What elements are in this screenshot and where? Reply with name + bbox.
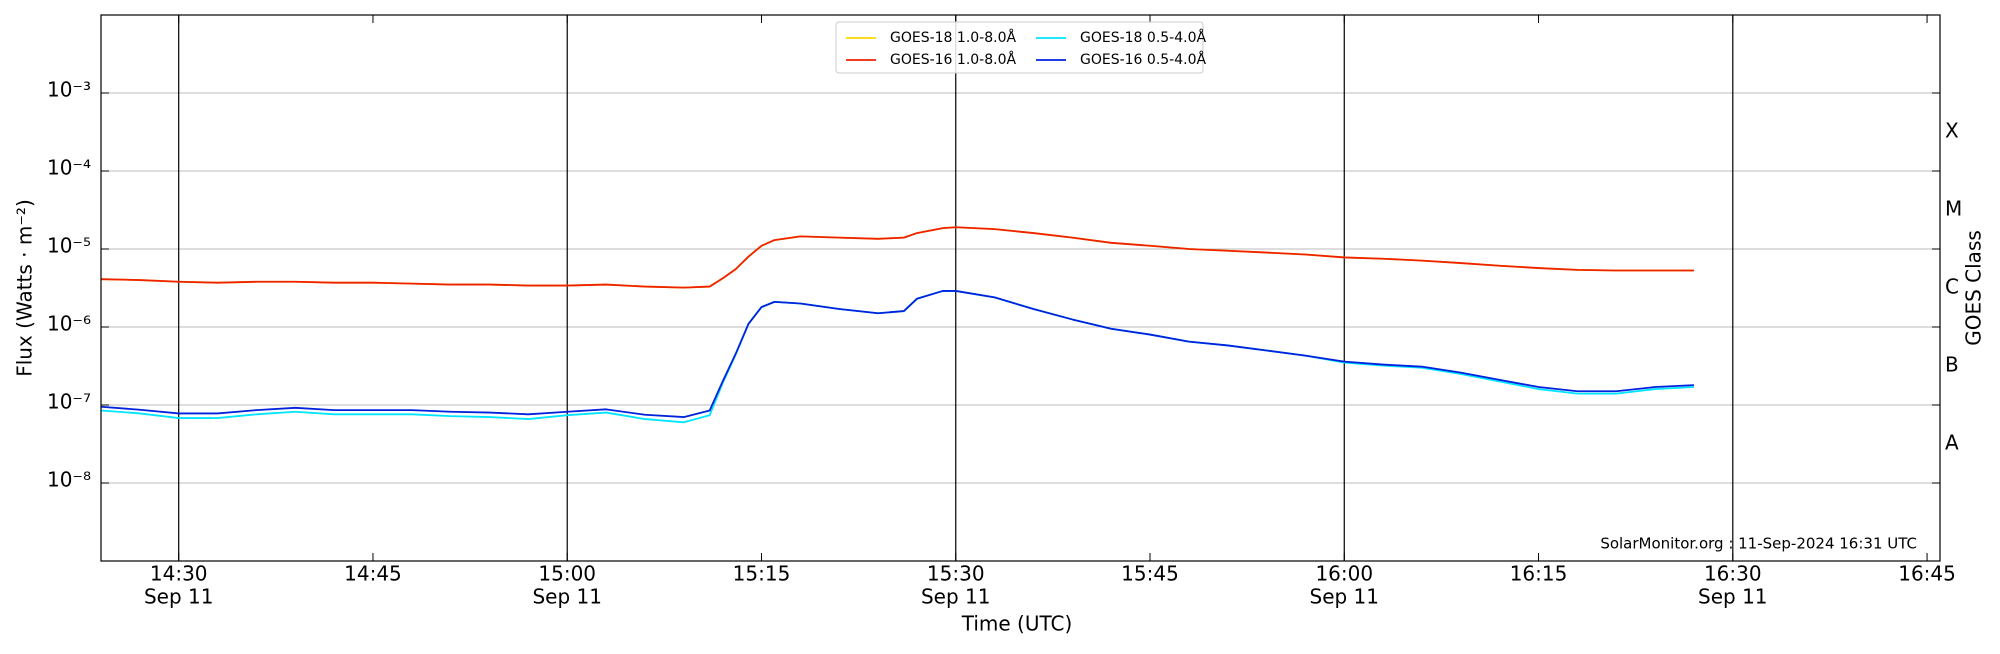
y-tick-label: 10⁻⁶ bbox=[47, 312, 91, 336]
grid bbox=[101, 15, 1940, 561]
legend-frame bbox=[835, 21, 1204, 74]
x-tick-date: Sep 11 bbox=[1310, 585, 1380, 609]
y2-tick-label: X bbox=[1945, 119, 1959, 143]
y-tick-label: 10⁻⁵ bbox=[47, 234, 91, 258]
legend-label: GOES-16 1.0-8.0Å bbox=[890, 51, 1016, 68]
x-tick-label: 15:30 bbox=[927, 562, 985, 586]
y2-tick-label: M bbox=[1945, 197, 1962, 221]
y-tick-label: 10⁻⁴ bbox=[47, 156, 91, 180]
x-tick-label: 16:15 bbox=[1510, 562, 1568, 586]
y-tick-label: 10⁻⁸ bbox=[47, 468, 91, 492]
x-tick-label: 16:00 bbox=[1315, 562, 1373, 586]
legend-label: GOES-18 1.0-8.0Å bbox=[890, 29, 1016, 46]
legend-label: GOES-18 0.5-4.0Å bbox=[1080, 29, 1206, 46]
annotation: SolarMonitor.org : 11-Sep-2024 16:31 UTC bbox=[1600, 535, 1917, 553]
legend: GOES-18 1.0-8.0Å GOES-16 1.0-8.0Å GOES-18 … bbox=[835, 21, 1206, 74]
series-line bbox=[100, 290, 1694, 418]
y2-tick-label: C bbox=[1945, 275, 1959, 299]
x-tick-label: 16:45 bbox=[1898, 562, 1956, 586]
x-axis-label: Time (UTC) bbox=[961, 612, 1073, 636]
x-tick-label: 14:30 bbox=[150, 562, 208, 586]
plot-frame bbox=[100, 14, 1941, 562]
x-tick-date: Sep 11 bbox=[144, 585, 214, 609]
series-line bbox=[100, 226, 1694, 289]
y-tick-label: 10⁻³ bbox=[47, 78, 91, 102]
x-tick-date: Sep 11 bbox=[921, 585, 991, 609]
y2-tick-label: B bbox=[1945, 353, 1959, 377]
plot-lines bbox=[100, 226, 1694, 424]
x-tick-label: 16:30 bbox=[1704, 562, 1762, 586]
y2-axis-label: GOES Class bbox=[1962, 230, 1986, 346]
x-tick-label: 15:45 bbox=[1121, 562, 1179, 586]
x-tick-label: 15:00 bbox=[538, 562, 596, 586]
y2-tick-label: A bbox=[1945, 431, 1959, 455]
legend-label: GOES-16 0.5-4.0Å bbox=[1080, 51, 1206, 68]
x-tick-date: Sep 11 bbox=[1698, 585, 1768, 609]
y-tick-label: 10⁻⁷ bbox=[47, 390, 91, 414]
y-axis-label: Flux (Watts · m⁻²) bbox=[13, 199, 37, 377]
x-tick-date: Sep 11 bbox=[532, 585, 602, 609]
x-tick-label: 15:15 bbox=[733, 562, 791, 586]
x-tick-label: 14:45 bbox=[344, 562, 402, 586]
